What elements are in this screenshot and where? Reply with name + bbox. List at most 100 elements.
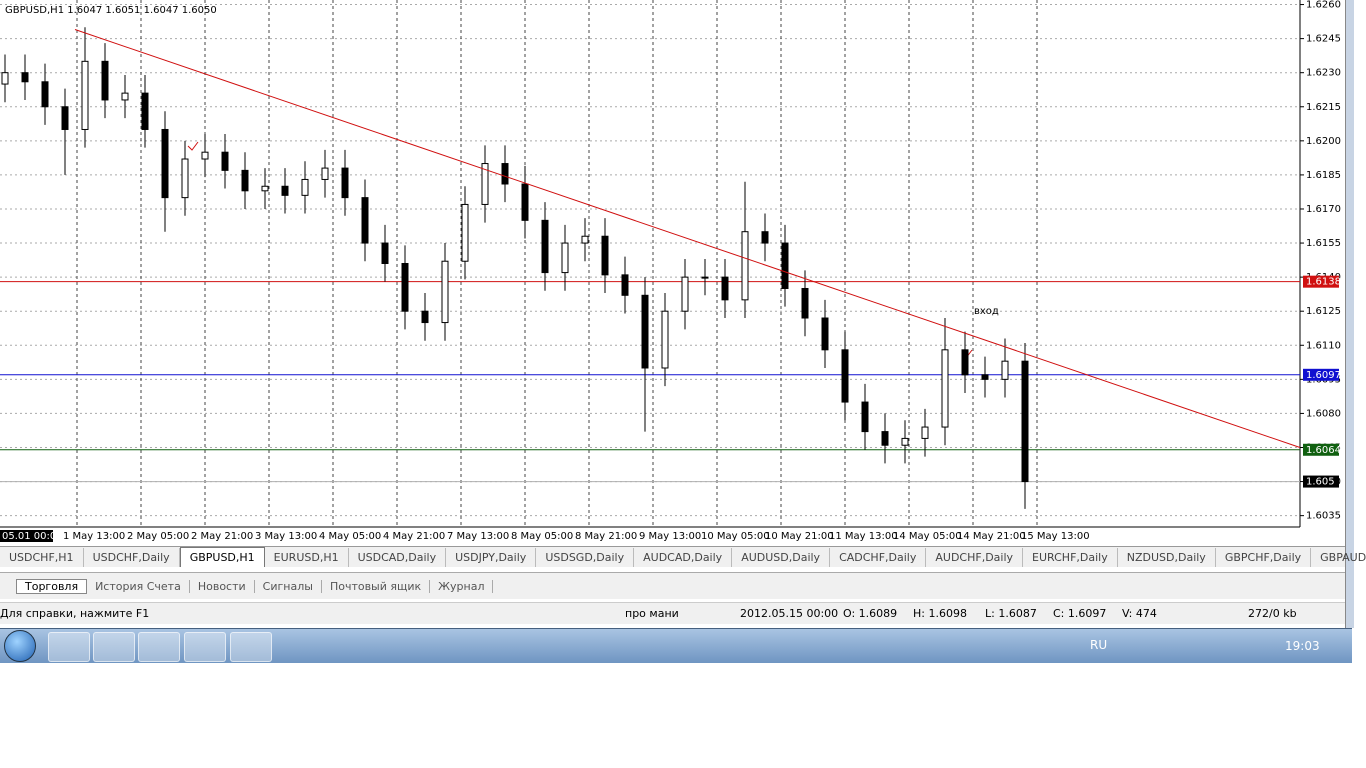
chart-tab[interactable]: USDSGD,Daily: [536, 547, 635, 567]
chart-tab[interactable]: CADCHF,Daily: [830, 547, 927, 567]
status-field: 272/0 kb: [1248, 607, 1297, 620]
candle-body: [841, 349, 849, 403]
y-tick-label: 1.6185: [1306, 170, 1341, 181]
taskbar-skype[interactable]: [93, 632, 135, 662]
candle-body: [241, 169, 249, 192]
x-tick-label: 10 May 05:00: [701, 531, 770, 542]
y-tick-label: 1.6125: [1306, 306, 1341, 317]
x-tick-label: 10 May 21:00: [765, 531, 834, 542]
chart-tab[interactable]: AUDUSD,Daily: [732, 547, 831, 567]
level-label-box: [1303, 275, 1339, 288]
language-indicator[interactable]: RU: [1090, 638, 1108, 652]
clock[interactable]: 19:03: [1285, 639, 1320, 653]
status-bar: Для справки, нажмите F1 про мани 2012.05.1…: [0, 602, 1345, 624]
candle-body: [381, 242, 389, 264]
taskbar-explorer[interactable]: [48, 632, 90, 662]
candle-body: [921, 426, 929, 439]
taskbar: RU 19:03: [0, 628, 1352, 663]
chart-tab[interactable]: GBPCHF,Daily: [1216, 547, 1312, 567]
status-field: C: 1.6097: [1053, 607, 1107, 620]
candle-body: [221, 151, 229, 171]
chart-tab[interactable]: USDCHF,H1: [0, 547, 84, 567]
candle-body: [461, 203, 469, 262]
y-tick-label: 1.6260: [1306, 0, 1341, 11]
chart-tab[interactable]: GBPAUD,Daily: [1311, 548, 1366, 567]
candle-body: [261, 185, 269, 192]
chart-title: GBPUSD,H1 1.6047 1.6051 1.6047 1.6050: [5, 5, 217, 16]
candle-body: [201, 151, 209, 160]
trendline: [74, 29, 1301, 448]
level-label-box: [1303, 475, 1339, 488]
taskbar-chrome[interactable]: [138, 632, 180, 662]
terminal-tabs: Торговля История Счета Новости Сигналы Почто…: [0, 572, 1345, 599]
taskbar-app[interactable]: [184, 632, 226, 662]
candle-body: [661, 310, 669, 369]
level-label: 1.6064: [1306, 445, 1341, 456]
chart-tab[interactable]: AUDCAD,Daily: [634, 547, 733, 567]
candle-body: [721, 276, 729, 301]
time-label-box: [0, 530, 53, 542]
chart-tab[interactable]: GBPUSD,H1: [179, 547, 265, 567]
candle-body: [821, 317, 829, 351]
chart-tab[interactable]: NZDUSD,Daily: [1118, 547, 1216, 567]
x-tick-label: 2 May 21:00: [191, 531, 253, 542]
chart-tab[interactable]: USDCAD,Daily: [349, 547, 447, 567]
x-tick-label: 8 May 21:00: [575, 531, 637, 542]
x-tick-label: 3 May 13:00: [255, 531, 317, 542]
x-tick-label: 05.01 00:00: [2, 531, 63, 542]
x-tick-label: 8 May 05:00: [511, 531, 573, 542]
x-tick-label: 4 May 21:00: [383, 531, 445, 542]
x-tick-label: 11 May 13:00: [829, 531, 898, 542]
x-tick-label: 14 May 05:00: [893, 531, 962, 542]
x-tick-label: 7 May 13:00: [447, 531, 509, 542]
x-tick-label: 1 May 13:00: [63, 531, 125, 542]
status-field: H: 1.6098: [913, 607, 967, 620]
chart-tab[interactable]: AUDCHF,Daily: [926, 547, 1024, 567]
x-tick-label: 2 May 05:00: [127, 531, 189, 542]
level-label: 1.6097: [1306, 370, 1341, 381]
candle-body: [801, 287, 809, 319]
candle-body: [141, 92, 149, 130]
candle-body: [641, 294, 649, 369]
candle-body: [901, 437, 909, 446]
candle-body: [361, 197, 369, 244]
candle-body: [561, 242, 569, 274]
candle-body: [681, 276, 689, 312]
y-tick-label: 1.6035: [1306, 511, 1341, 522]
candle-body: [41, 81, 49, 108]
y-tick-label: 1.6080: [1306, 408, 1341, 419]
chart-tab[interactable]: USDCHF,Daily: [84, 547, 180, 567]
candle-body: [61, 106, 69, 130]
candle-body: [281, 185, 289, 196]
arrow-icon: [187, 141, 199, 151]
chart-tab[interactable]: EURUSD,H1: [265, 547, 349, 567]
symbol-tabs: USDCHF,H1 USDCHF,Daily GBPUSD,H1 EURUSD,H1 U…: [0, 546, 1366, 567]
start-button[interactable]: [4, 630, 36, 662]
candle-body: [761, 231, 769, 244]
window-border: [1345, 0, 1354, 628]
candle-body: [621, 274, 629, 296]
chart-background: [0, 0, 1345, 545]
chart-tab[interactable]: EURCHF,Daily: [1023, 547, 1118, 567]
terminal-tab[interactable]: Сигналы: [255, 579, 322, 593]
candle-body: [961, 349, 969, 376]
chart: GBPUSD,H1 1.6047 1.6051 1.6047 1.6050 1.…: [0, 0, 1345, 545]
chart-tab[interactable]: USDJPY,Daily: [446, 547, 537, 567]
candle-body: [1, 72, 9, 85]
status-field: L: 1.6087: [985, 607, 1037, 620]
taskbar-metatrader[interactable]: [230, 632, 272, 662]
terminal-tab[interactable]: Почтовый ящик: [322, 579, 431, 593]
terminal-tab[interactable]: Журнал: [430, 579, 494, 593]
candle-body: [501, 163, 509, 185]
y-tick-label: 1.6230: [1306, 68, 1341, 79]
candle-body: [601, 235, 609, 276]
terminal-tab[interactable]: Торговля: [16, 578, 88, 594]
terminal-tab[interactable]: Новости: [190, 579, 255, 593]
y-tick-label: 1.6245: [1306, 34, 1341, 45]
y-tick-label: 1.6110: [1306, 340, 1341, 351]
status-field: O: 1.6089: [843, 607, 898, 620]
status-field: 2012.05.15 00:00: [740, 607, 839, 620]
terminal-tab[interactable]: История Счета: [87, 579, 190, 593]
x-tick-label: 14 May 21:00: [957, 531, 1026, 542]
